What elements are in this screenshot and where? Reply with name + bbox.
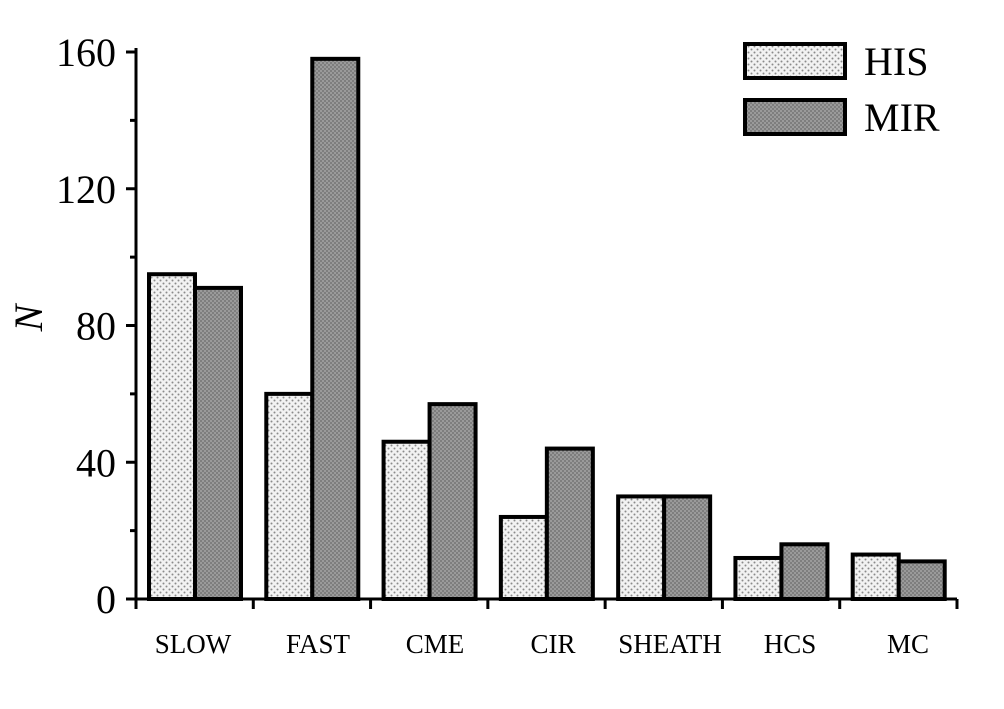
bar-mir-hcs — [779, 542, 830, 601]
bar-mir-sheath — [662, 494, 713, 601]
bar-his-slow — [147, 272, 197, 601]
bar-mir-cir — [544, 446, 595, 602]
y-tick-label: 0 — [96, 577, 116, 622]
bar-mir-slow — [193, 285, 243, 601]
x-category-label: MC — [887, 629, 929, 659]
x-category-label: CME — [406, 629, 465, 659]
bars-layer — [147, 56, 947, 602]
legend-label-mir: MIR — [864, 95, 940, 140]
x-category-label: SHEATH — [618, 629, 722, 659]
bar-his-sheath — [616, 494, 667, 601]
axes-layer: 0 40 80 120 160 SLOW FAST CME CIR SHEATH HCS MC N — [6, 30, 959, 659]
bar-mir-fast — [310, 56, 361, 601]
legend: HIS MIR — [743, 39, 940, 140]
y-tick-label: 40 — [76, 440, 116, 485]
bar-his-cir — [498, 514, 549, 602]
bar-his-hcs — [733, 555, 784, 601]
x-category-label: HCS — [764, 629, 817, 659]
x-category-label: FAST — [286, 629, 351, 659]
bar-mir-mc — [896, 559, 947, 601]
x-category-label: SLOW — [155, 629, 232, 659]
bar-mir-cme — [427, 402, 478, 601]
bar-his-fast — [264, 391, 315, 601]
x-category-label: CIR — [530, 629, 575, 659]
y-tick-label: 160 — [56, 30, 116, 75]
legend-swatch-his — [743, 42, 847, 80]
legend-swatch-mir — [743, 98, 847, 136]
bar-his-cme — [381, 439, 432, 601]
bar-his-mc — [850, 552, 901, 602]
legend-label-his: HIS — [864, 39, 928, 84]
y-tick-label: 120 — [56, 167, 116, 212]
y-axis-label: N — [6, 302, 51, 332]
y-tick-label: 80 — [76, 304, 116, 349]
